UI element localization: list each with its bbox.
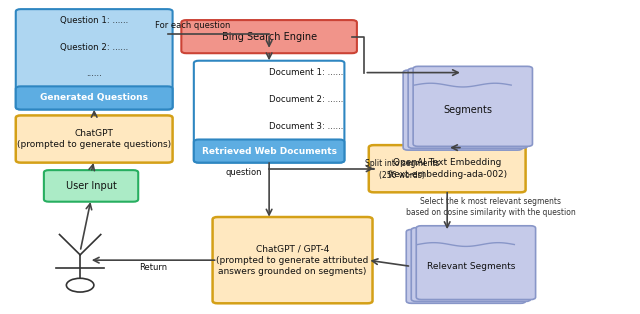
FancyBboxPatch shape <box>194 139 344 163</box>
Text: ChatGPT
(prompted to generate questions): ChatGPT (prompted to generate questions) <box>17 129 172 149</box>
Text: OpenAI Text Embedding
(text-embedding-ada-002): OpenAI Text Embedding (text-embedding-ad… <box>387 159 508 179</box>
FancyBboxPatch shape <box>212 217 372 303</box>
FancyBboxPatch shape <box>416 226 536 300</box>
FancyBboxPatch shape <box>412 228 531 301</box>
FancyBboxPatch shape <box>16 9 173 110</box>
Text: Retrieved Web Documents: Retrieved Web Documents <box>202 147 337 155</box>
Text: Bing Search Engine: Bing Search Engine <box>221 32 317 42</box>
Text: Document 1: ......

Document 2: ......

Document 3: ......: Document 1: ...... Document 2: ...... Do… <box>269 68 344 131</box>
Text: ChatGPT / GPT-4
(prompted to generate attributed
answers grounded on segments): ChatGPT / GPT-4 (prompted to generate at… <box>216 244 369 276</box>
FancyBboxPatch shape <box>403 70 522 150</box>
FancyBboxPatch shape <box>408 68 527 148</box>
Text: For each question: For each question <box>155 21 230 30</box>
Text: Question 1: ......

Question 2: ......

......: Question 1: ...... Question 2: ...... ..… <box>60 16 128 78</box>
Text: Generated Questions: Generated Questions <box>40 94 148 102</box>
Text: Select the k most relevant segments
based on cosine similarity with the question: Select the k most relevant segments base… <box>406 197 576 217</box>
Text: Segments: Segments <box>444 105 492 115</box>
FancyBboxPatch shape <box>16 86 173 110</box>
Text: Relevant Segments: Relevant Segments <box>427 262 515 271</box>
FancyBboxPatch shape <box>16 116 173 163</box>
FancyBboxPatch shape <box>406 230 525 303</box>
FancyBboxPatch shape <box>413 66 532 146</box>
Text: Return: Return <box>139 263 167 273</box>
FancyBboxPatch shape <box>369 145 525 192</box>
FancyBboxPatch shape <box>44 170 138 202</box>
FancyBboxPatch shape <box>194 61 344 163</box>
Text: Split into segments
(256 words): Split into segments (256 words) <box>365 159 439 180</box>
Text: User Input: User Input <box>66 181 116 191</box>
Text: question: question <box>226 168 262 177</box>
FancyBboxPatch shape <box>181 20 357 53</box>
